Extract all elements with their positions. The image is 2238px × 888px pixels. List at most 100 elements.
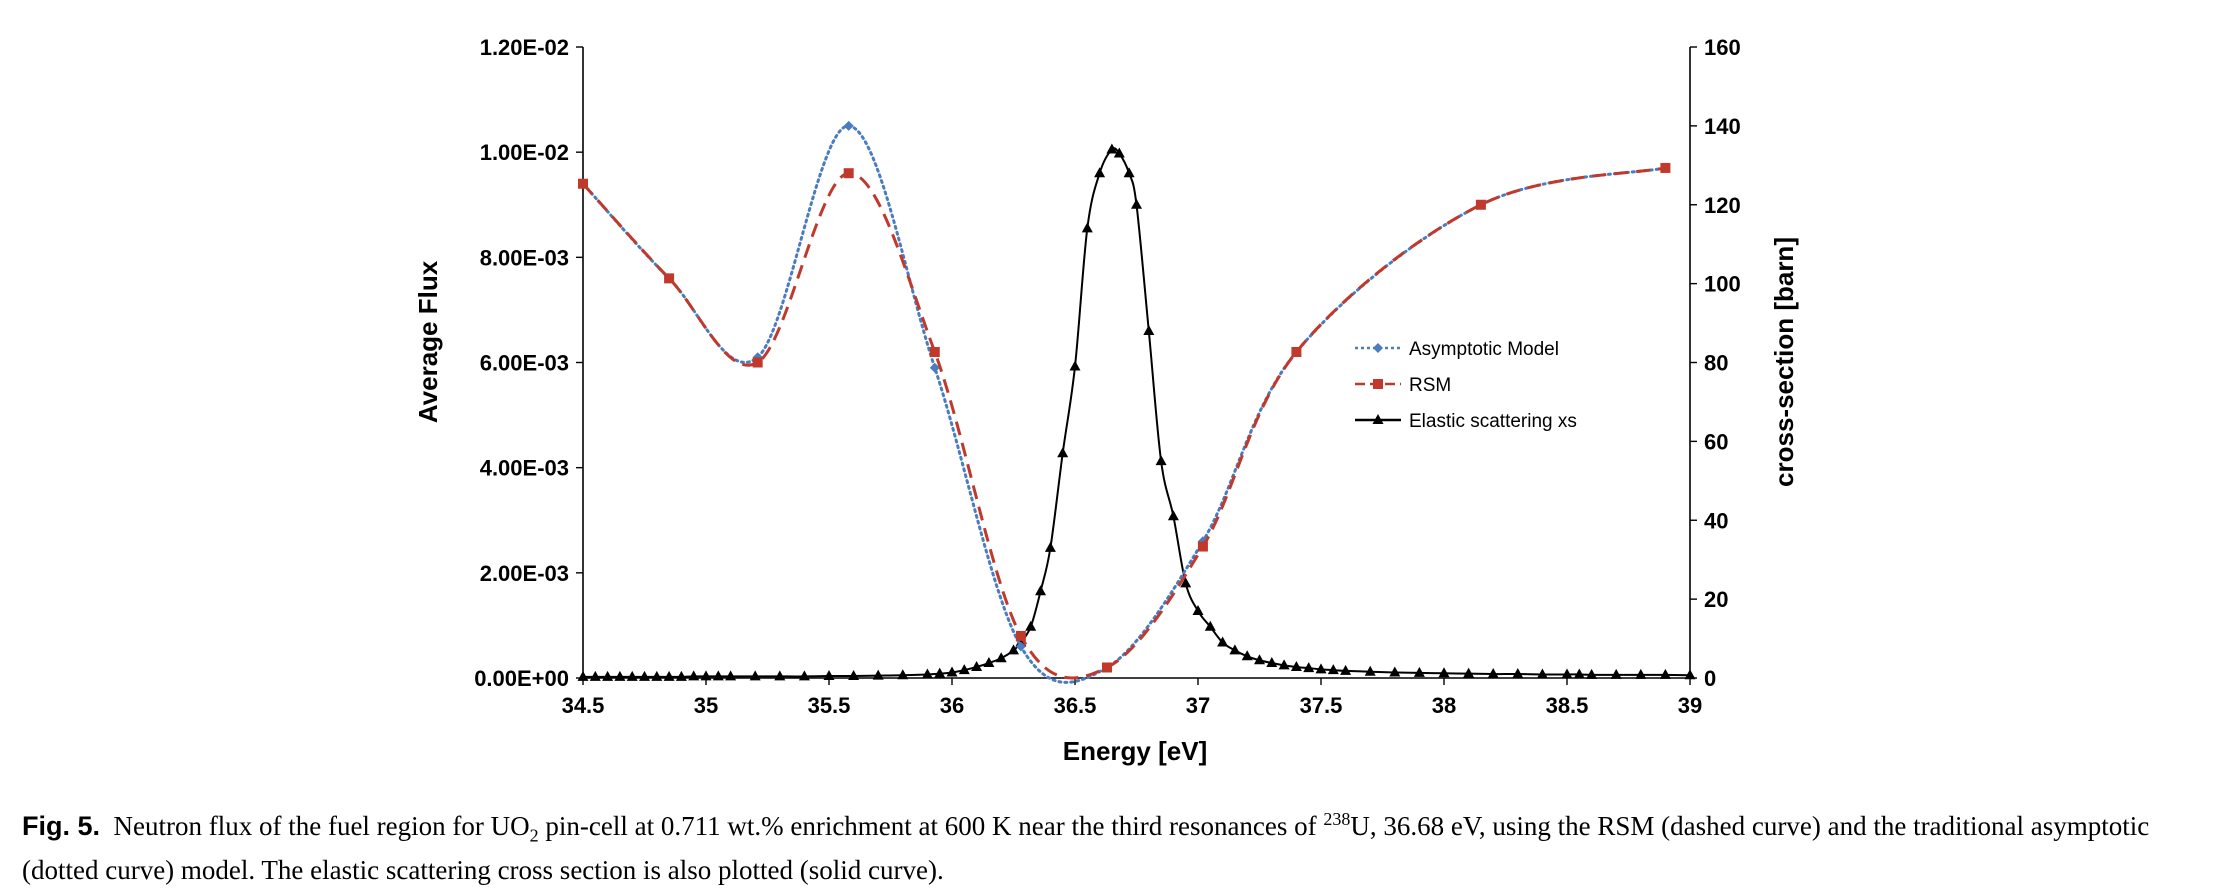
data-point [626, 670, 638, 681]
data-point [1364, 665, 1376, 676]
data-point [589, 670, 601, 681]
data-point [752, 357, 763, 368]
data-point [1463, 667, 1475, 678]
data-point [1327, 664, 1339, 675]
data-point [958, 664, 970, 675]
data-point [1008, 644, 1019, 655]
data-point [1659, 668, 1671, 679]
data-point [712, 670, 724, 681]
data-point [798, 670, 810, 681]
data-point [1303, 662, 1315, 673]
legend-item: Elastic scattering xs [1355, 411, 1577, 432]
legend-marker [1373, 343, 1383, 353]
data-point [1094, 167, 1106, 178]
data-point [1106, 143, 1118, 154]
data-point [1015, 630, 1026, 641]
data-point [1192, 604, 1204, 615]
data-point [1573, 668, 1585, 679]
data-point [1291, 346, 1302, 357]
data-point [843, 168, 854, 179]
right-y-axis-label: cross-section [barn] [1769, 237, 1799, 487]
data-point [675, 670, 687, 681]
data-point [995, 652, 1007, 663]
left-y-tick-label: 1.20E-02 [480, 35, 569, 60]
data-point [1610, 668, 1622, 679]
data-point [1315, 663, 1327, 674]
data-point [1340, 664, 1352, 675]
data-point [1536, 668, 1548, 679]
left-y-axis-label: Average Flux [413, 260, 443, 423]
data-point [1561, 668, 1573, 679]
data-point [1035, 585, 1047, 596]
caption-subscript: 2 [529, 825, 539, 846]
caption-label: Fig. 5. [22, 811, 101, 841]
data-point [700, 670, 712, 681]
data-point [1155, 455, 1167, 466]
data-point [1241, 650, 1253, 661]
data-point [843, 120, 854, 131]
legend-marker [1372, 414, 1384, 424]
x-tick-label: 36 [940, 693, 964, 718]
data-point [1290, 660, 1302, 671]
data-point [929, 346, 940, 357]
right-y-tick-label: 40 [1704, 508, 1728, 533]
data-point [1278, 659, 1290, 670]
data-point [1069, 360, 1081, 371]
x-tick-label: 37.5 [1300, 693, 1343, 718]
data-point [725, 670, 737, 681]
right-y-tick-label: 120 [1704, 193, 1741, 218]
data-point [639, 670, 650, 681]
data-point [1389, 666, 1401, 677]
data-point [1586, 668, 1598, 679]
data-point [1025, 620, 1037, 631]
series [577, 120, 1696, 684]
left-y-tick-label: 6.00E-03 [480, 351, 569, 376]
data-point [1113, 147, 1125, 158]
x-tick-label: 39 [1678, 693, 1702, 718]
right-y-tick-label: 60 [1704, 429, 1728, 454]
data-point [921, 668, 933, 679]
figure-caption: Fig. 5. Neutron flux of the fuel region … [22, 802, 2212, 888]
data-point [1123, 167, 1135, 178]
data-point [1101, 662, 1112, 673]
series-elastic-scattering-xs [577, 143, 1696, 681]
data-point [897, 669, 909, 680]
left-y-tick-label: 4.00E-03 [480, 456, 569, 481]
caption-text-2: pin-cell at 0.711 wt.% enrichment at 600… [545, 811, 1317, 841]
left-y-tick-label: 1.00E-02 [480, 140, 569, 165]
x-tick-label: 38 [1432, 693, 1456, 718]
right-y-tick-label: 100 [1704, 272, 1741, 297]
caption-superscript: 238 [1323, 809, 1351, 829]
legend-marker [1373, 379, 1383, 389]
x-axis-label: Energy [eV] [1063, 736, 1208, 766]
data-point [1167, 510, 1179, 521]
data-point [1635, 668, 1647, 679]
data-point [1266, 657, 1278, 668]
legend-label: RSM [1409, 375, 1451, 396]
caption-text-1: Neutron flux of the fuel region for UO [113, 811, 530, 841]
data-point [1081, 222, 1093, 233]
data-point [774, 670, 786, 681]
data-point [1015, 641, 1026, 652]
legend: Asymptotic Model RSM Elastic scattering xs [1355, 339, 1577, 432]
data-point [664, 273, 675, 284]
data-point [577, 670, 589, 681]
data-point [651, 670, 663, 681]
data-point [1217, 636, 1229, 647]
legend-label: Elastic scattering xs [1409, 411, 1577, 432]
x-tick-label: 35.5 [808, 693, 851, 718]
legend-label: Asymptotic Model [1409, 339, 1559, 360]
series-rsm [578, 162, 1671, 680]
data-point [934, 667, 946, 678]
data-point [1487, 668, 1499, 679]
ticks: 34.5 35 35.5 36 36.5 37 37.5 38 38.5 39 0.00E+00 2.… [474, 35, 1741, 718]
series-line [581, 124, 1667, 684]
data-point [971, 660, 983, 671]
data-point [848, 670, 860, 681]
legend-item: RSM [1355, 375, 1451, 396]
data-point [1512, 668, 1524, 679]
data-point [749, 670, 761, 681]
data-point [1131, 198, 1142, 209]
data-point [663, 670, 675, 681]
data-point [602, 670, 614, 681]
